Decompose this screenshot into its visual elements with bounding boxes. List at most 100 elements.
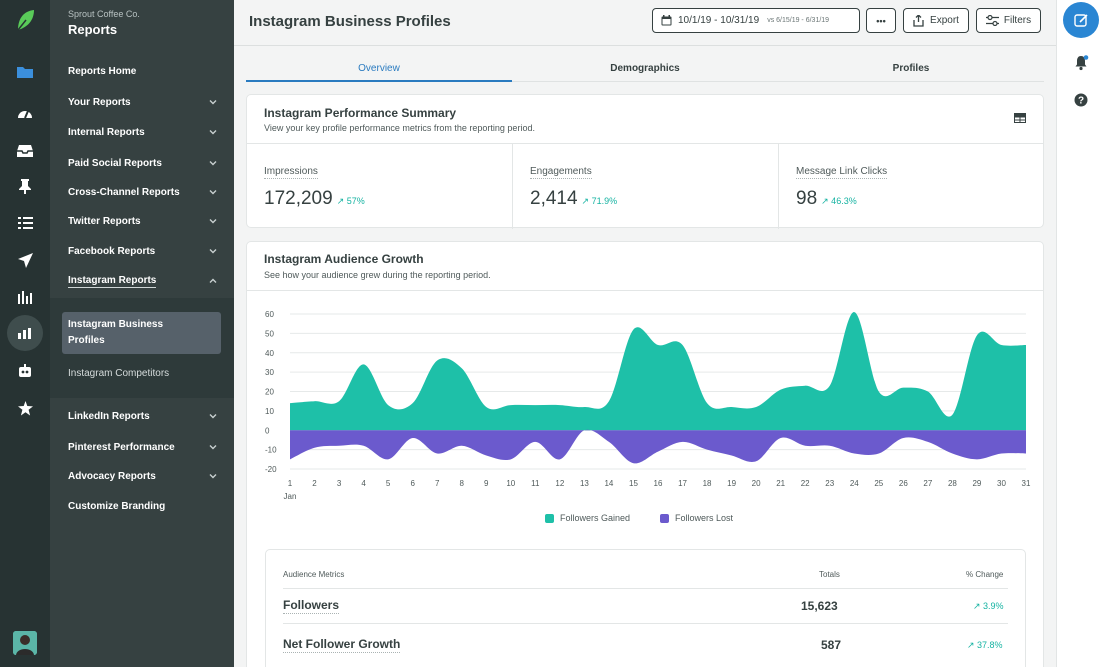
help-icon[interactable]: ? <box>1074 93 1088 107</box>
metric-label: Message Link Clicks <box>796 166 888 179</box>
legend-label: Followers Gained <box>560 513 631 523</box>
y-tick-label: 10 <box>265 407 274 416</box>
x-tick-label: 17 <box>678 479 687 488</box>
card-subtitle: See how your audience grew during the re… <box>264 270 491 280</box>
sidebar-item-label: LinkedIn Reports <box>68 410 150 422</box>
metric-name-followers[interactable]: Followers <box>283 598 340 614</box>
chevron-down-icon <box>209 219 217 224</box>
legend-label: Followers Lost <box>675 513 734 523</box>
x-tick-label: 23 <box>825 479 834 488</box>
sidebar-item-linkedin-reports[interactable]: LinkedIn Reports <box>68 409 218 423</box>
y-tick-label: 30 <box>265 368 274 377</box>
sidebar-item-label: Twitter Reports <box>68 215 141 227</box>
bell-icon[interactable] <box>1073 55 1089 71</box>
chevron-down-icon <box>209 190 217 195</box>
sidebar-item-label: Facebook Reports <box>68 245 156 257</box>
tab-overview[interactable]: Overview <box>246 58 512 82</box>
x-tick-label: 28 <box>948 479 957 488</box>
metric-total: 15,623 <box>801 599 838 613</box>
series-area-followers-lost <box>290 429 1026 464</box>
tab-profiles[interactable]: Profiles <box>892 63 930 74</box>
bar-chart-icon[interactable] <box>7 315 43 351</box>
more-options-button[interactable]: ••• <box>866 8 896 33</box>
send-icon[interactable] <box>13 248 37 272</box>
sidebar-item-pinterest-performance[interactable]: Pinterest Performance <box>68 440 218 454</box>
x-tick-label: 10 <box>506 479 515 488</box>
x-tick-label: 12 <box>555 479 564 488</box>
x-tick-label: 22 <box>801 479 810 488</box>
sidebar-item-customize-branding[interactable]: Customize Branding <box>68 499 218 513</box>
metric-value: 172,209 <box>264 188 333 209</box>
compare-range-label: vs 6/15/19 - 6/31/19 <box>767 17 830 24</box>
x-tick-label: 3 <box>337 479 342 488</box>
metric-value: 2,414 <box>530 188 578 209</box>
waveform-icon[interactable] <box>13 285 37 309</box>
sidebar-item-internal-reports[interactable]: Internal Reports <box>68 125 218 139</box>
y-tick-label: 0 <box>265 426 270 435</box>
audience-metrics-table: Audience Metrics Totals % Change Followe… <box>265 549 1026 667</box>
sidebar-item-your-reports[interactable]: Your Reports <box>68 95 218 109</box>
subnav-item-label: Instagram Business <box>68 319 164 330</box>
export-button[interactable]: Export <box>903 8 969 33</box>
list-icon[interactable] <box>13 211 37 235</box>
sidebar-item-label: Internal Reports <box>68 126 145 138</box>
gauge-icon[interactable] <box>13 101 37 125</box>
pin-icon[interactable] <box>13 174 37 198</box>
x-tick-label: 14 <box>604 479 613 488</box>
subnav-item-instagram-competitors[interactable]: Instagram Competitors <box>68 368 170 379</box>
table-view-icon[interactable] <box>1014 113 1026 123</box>
subnav-item-instagram-business-profiles[interactable] <box>62 312 221 354</box>
divider <box>283 623 1008 624</box>
sidebar-item-twitter-reports[interactable]: Twitter Reports <box>68 214 218 228</box>
y-tick-label: 40 <box>265 349 274 358</box>
chevron-down-icon <box>209 100 217 105</box>
divider <box>283 588 1008 589</box>
sliders-icon <box>985 15 999 26</box>
metric-change: ↗ 71.9% <box>581 196 618 206</box>
sprout-logo-icon[interactable] <box>14 8 36 32</box>
legend-item-gained: Followers Gained <box>545 513 630 523</box>
export-label: Export <box>930 15 959 26</box>
date-range-picker[interactable]: 10/1/19 - 10/31/19 vs 6/15/19 - 6/31/19 <box>652 8 860 33</box>
y-tick-label: 20 <box>265 388 274 397</box>
bot-icon[interactable] <box>13 359 37 383</box>
metric-impressions: Impressions 172,209 ↗ 57% <box>247 143 512 229</box>
inbox-icon[interactable] <box>13 138 37 162</box>
column-header: Totals <box>819 570 840 579</box>
tab-demographics[interactable]: Demographics <box>610 63 680 74</box>
column-header: % Change <box>966 570 1004 579</box>
sidebar-item-label: Reports Home <box>68 65 137 77</box>
x-tick-label: 16 <box>654 479 663 488</box>
x-tick-label: 21 <box>776 479 785 488</box>
chevron-up-icon <box>209 278 217 283</box>
x-tick-label: 7 <box>435 479 440 488</box>
sidebar-item-label: Your Reports <box>68 96 131 108</box>
folder-icon[interactable] <box>13 59 37 83</box>
x-tick-label: 24 <box>850 479 859 488</box>
sidebar-item-facebook-reports[interactable]: Facebook Reports <box>68 244 218 258</box>
y-tick-label: 50 <box>265 329 274 338</box>
star-icon[interactable] <box>13 396 37 420</box>
x-tick-label: 15 <box>629 479 638 488</box>
metric-change: ↗ 46.3% <box>821 196 857 206</box>
compose-button[interactable] <box>1063 2 1099 38</box>
filters-button[interactable]: Filters <box>976 8 1041 33</box>
sidebar-item-label: Cross-Channel Reports <box>68 186 180 198</box>
sidebar-item-reports-home[interactable]: Reports Home <box>68 64 218 78</box>
x-tick-label: 1 <box>288 479 293 488</box>
compose-icon <box>1073 13 1088 27</box>
sidebar-item-label: Paid Social Reports <box>68 157 162 169</box>
x-tick-label: 20 <box>752 479 761 488</box>
sidebar-item-instagram-reports[interactable]: Instagram Reports <box>68 274 218 288</box>
sidebar-item-paid-social-reports[interactable]: Paid Social Reports <box>68 156 218 170</box>
sidebar-item-cross-channel-reports[interactable]: Cross-Channel Reports <box>68 185 218 199</box>
metric-name-net-follower-growth[interactable]: Net Follower Growth <box>283 637 401 653</box>
org-name: Sprout Coffee Co. <box>68 9 140 19</box>
filters-label: Filters <box>1003 15 1032 26</box>
avatar[interactable] <box>13 631 37 655</box>
x-tick-label: 19 <box>727 479 736 488</box>
chevron-down-icon <box>209 161 217 166</box>
x-tick-label: 6 <box>410 479 415 488</box>
x-tick-label: 27 <box>923 479 932 488</box>
sidebar-item-advocacy-reports[interactable]: Advocacy Reports <box>68 469 218 483</box>
